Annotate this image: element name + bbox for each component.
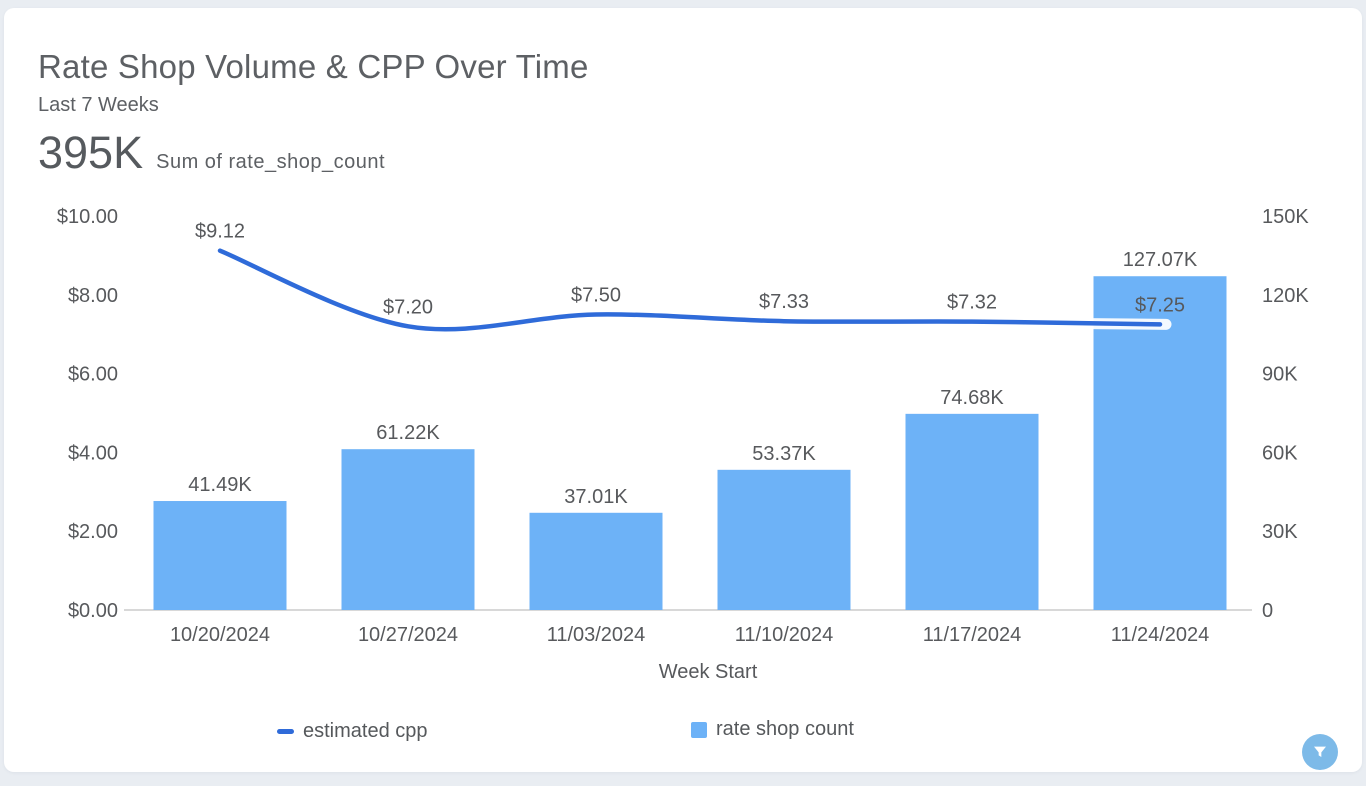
line-value-label: $7.25: [1135, 294, 1185, 316]
x-axis-tick-label: 10/20/2024: [170, 624, 270, 646]
card-header: Rate Shop Volume & CPP Over Time Last 7 …: [38, 48, 589, 176]
funnel-icon: [1314, 746, 1326, 757]
x-axis-tick-label: 10/27/2024: [358, 624, 458, 646]
bar-value-label: 127.07K: [1123, 249, 1198, 271]
cpp-line[interactable]: [217, 248, 1163, 332]
y-axis-right-tick-label: 30K: [1262, 521, 1298, 543]
x-axis-tick-label: 11/10/2024: [735, 624, 834, 646]
legend-label: rate shop count: [716, 718, 854, 740]
y-axis-right-tick-label: 60K: [1262, 442, 1298, 464]
kpi-metric-label: Sum of rate_shop_count: [156, 151, 386, 173]
bar[interactable]: [529, 512, 663, 610]
kpi-row: 395K Sum of rate_shop_count: [38, 130, 589, 176]
line-swatch-icon: [277, 729, 294, 734]
chart-card: Rate Shop Volume & CPP Over Time Last 7 …: [4, 8, 1362, 772]
legend-label: estimated cpp: [303, 720, 428, 742]
line-value-label: $7.20: [383, 296, 433, 318]
page-title: Rate Shop Volume & CPP Over Time: [38, 48, 589, 85]
y-axis-right-tick-label: 120K: [1262, 285, 1309, 307]
bar-value-label: 53.37K: [752, 443, 816, 465]
y-axis-right-tick-label: 0: [1262, 600, 1273, 622]
bar-value-label: 37.01K: [564, 486, 628, 508]
y-axis-left-tick-label: $2.00: [68, 521, 118, 543]
bar[interactable]: [341, 449, 475, 610]
y-axis-left-tick-label: $4.00: [68, 442, 118, 464]
legend-item-rate-shop-count[interactable]: rate shop count: [691, 718, 854, 741]
line-value-label: $7.32: [947, 292, 997, 314]
y-axis-left-tick-label: $0.00: [68, 600, 118, 622]
y-axis-right-tick-label: 90K: [1262, 364, 1298, 386]
filter-button[interactable]: [1302, 734, 1338, 770]
line-value-label: $7.33: [759, 291, 809, 313]
line-value-label: $7.50: [571, 285, 621, 307]
date-range-subtitle: Last 7 Weeks: [38, 94, 159, 116]
bar-value-label: 61.22K: [376, 422, 440, 444]
bar[interactable]: [717, 469, 851, 610]
bar[interactable]: [905, 413, 1039, 610]
y-axis-right-tick-label: 150K: [1262, 206, 1309, 228]
y-axis-left-tick-label: $8.00: [68, 285, 118, 307]
x-axis-tick-label: 11/17/2024: [923, 624, 1022, 646]
combo-chart: $0.00 $2.00 $4.00 $6.00 $8.00 $10.00 0 30K 60K 90…: [57, 206, 1310, 683]
bar[interactable]: [153, 501, 287, 610]
kpi-total-value: 395K: [38, 127, 144, 178]
bar[interactable]: [1093, 276, 1227, 610]
x-axis-tick-label: 11/03/2024: [547, 624, 646, 646]
x-axis-tick-label: 11/24/2024: [1111, 624, 1210, 646]
x-axis-title: Week Start: [659, 661, 758, 683]
y-axis-left-tick-label: $10.00: [57, 206, 118, 228]
y-axis-left-tick-label: $6.00: [68, 364, 118, 386]
bar-value-label: 74.68K: [940, 387, 1004, 409]
bar-value-label: 41.49K: [188, 474, 252, 496]
legend-item-estimated-cpp[interactable]: estimated cpp: [277, 720, 428, 743]
line-value-label: $9.12: [195, 221, 245, 243]
bar-swatch-icon: [691, 721, 707, 738]
